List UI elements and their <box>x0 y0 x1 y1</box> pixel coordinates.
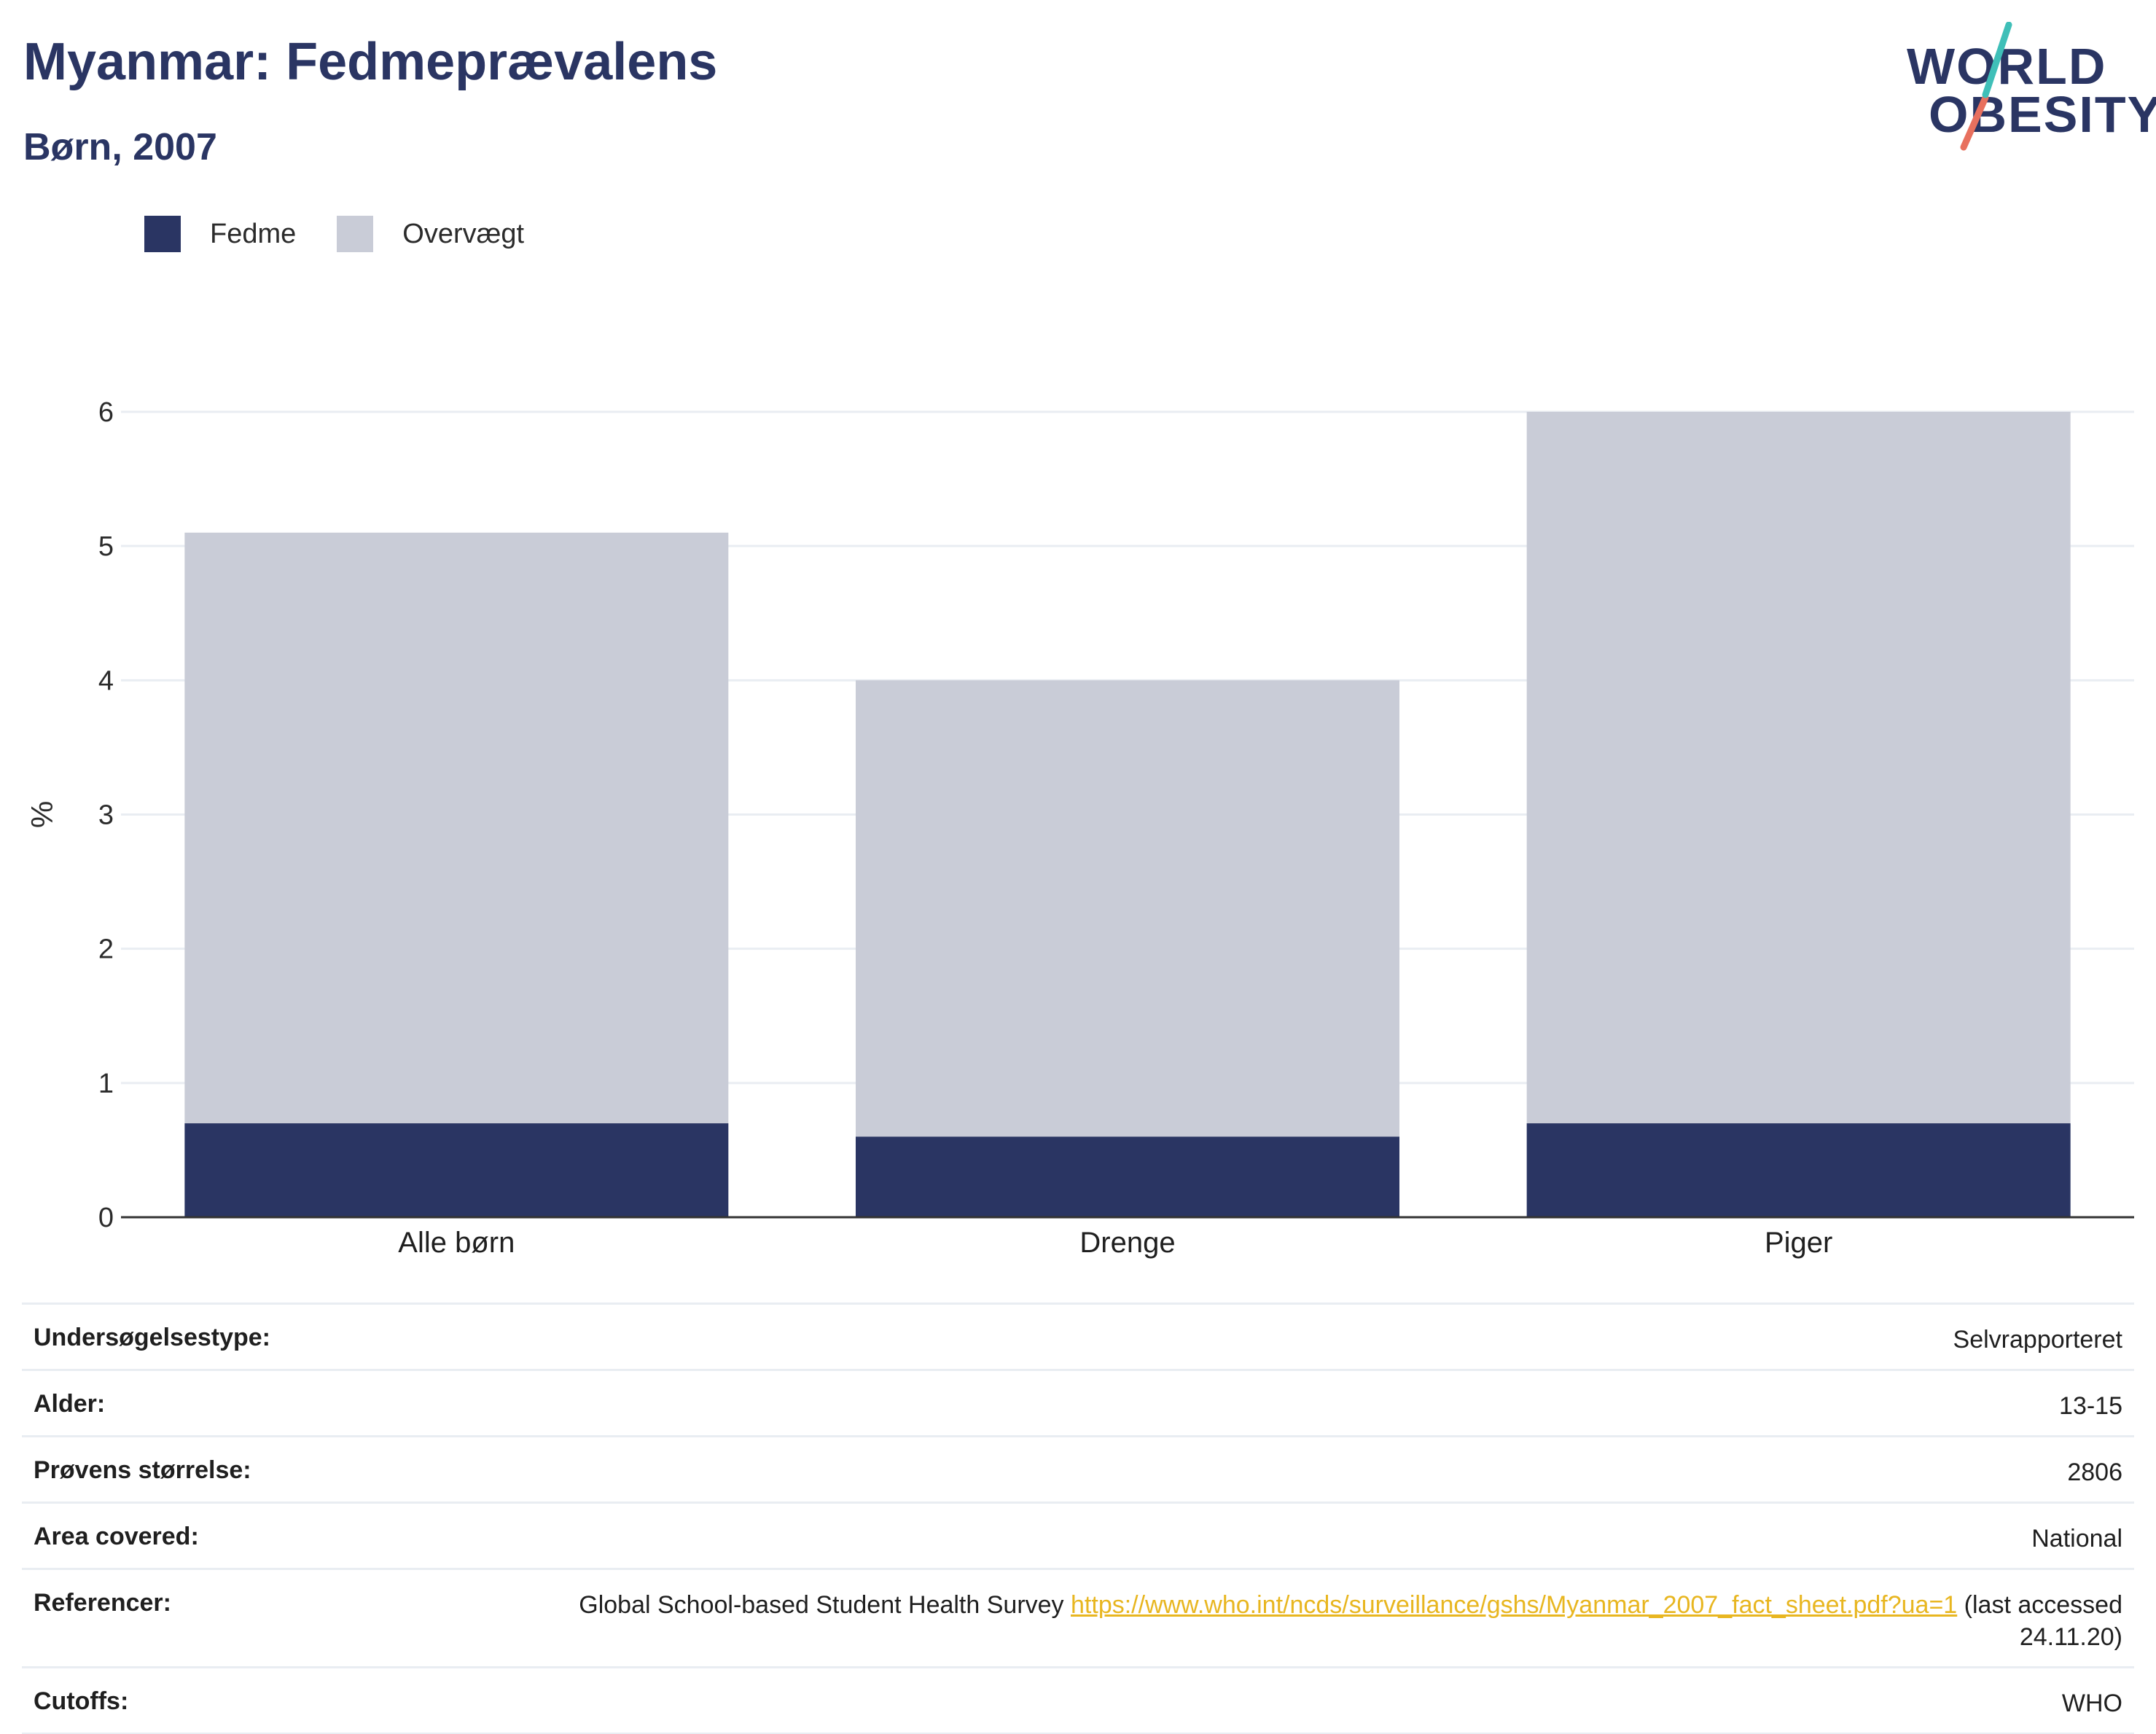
chart-title: Myanmar: Fedmeprævalens <box>23 33 718 91</box>
logo-slash-icon <box>1960 22 2012 151</box>
info-row-cutoffs: Cutoffs: WHO <box>22 1666 2134 1734</box>
reference-access-note: (last accessed 24.11.20) <box>1964 1591 2122 1651</box>
chart-legend: Fedme Overvægt <box>144 216 565 252</box>
info-value: Global School-based Student Health Surve… <box>519 1589 2122 1653</box>
info-label: Undersøgelsestype: <box>34 1324 270 1351</box>
legend-label-overweight: Overvægt <box>402 218 525 249</box>
bar-chart: 0 1 2 3 4 5 6% Alle børn Drenge Piger <box>25 397 2134 1259</box>
x-tick-label: Drenge <box>1079 1227 1175 1259</box>
info-row-survey-type: Undersøgelsestype: Selvrapporteret <box>22 1303 2134 1369</box>
legend-label-obesity: Fedme <box>210 218 297 249</box>
legend-item-overweight[interactable]: Overvægt <box>337 216 524 252</box>
chart-subtitle: Børn, 2007 <box>23 126 217 168</box>
bar-overweight <box>1526 412 2071 1124</box>
info-label: Alder: <box>34 1390 106 1418</box>
y-tick-label: 2 <box>98 934 114 965</box>
legend-swatch-obesity <box>144 216 181 252</box>
info-label: Referencer: <box>34 1589 171 1617</box>
bar-obesity <box>856 1136 1399 1217</box>
info-value: National <box>2031 1525 2122 1553</box>
logo-text-line2: OBESITY <box>1929 86 2156 143</box>
bar-overweight <box>184 532 729 1124</box>
info-row-age: Alder: 13-15 <box>22 1369 2134 1435</box>
info-label: Area covered: <box>34 1523 199 1550</box>
reference-link[interactable]: https://www.who.int/ncds/surveillance/gs… <box>1071 1591 1958 1619</box>
y-tick-label: 4 <box>98 665 114 696</box>
y-tick-label: 6 <box>98 397 114 428</box>
info-row-references: Referencer: Global School-based Student … <box>22 1568 2134 1666</box>
y-axis-label: % <box>25 801 59 828</box>
y-tick-label: 0 <box>98 1203 114 1233</box>
bar-obesity <box>1526 1123 2071 1217</box>
bar-overweight <box>856 680 1399 1137</box>
legend-item-obesity[interactable]: Fedme <box>144 216 296 252</box>
info-row-sample-size: Prøvens størrelse: 2806 <box>22 1435 2134 1501</box>
y-tick-label: 3 <box>98 800 114 831</box>
world-obesity-logo: WORLD OBESITY <box>1895 22 2156 153</box>
x-tick-label: Piger <box>1765 1227 1832 1259</box>
info-value: 2806 <box>2067 1458 2122 1486</box>
info-value: 13-15 <box>2059 1392 2122 1420</box>
info-value: Selvrapporteret <box>1953 1326 2122 1354</box>
logo-text-line1: WORLD <box>1907 38 2107 95</box>
y-tick-label: 1 <box>98 1069 114 1099</box>
info-label: Prøvens størrelse: <box>34 1456 251 1484</box>
info-label: Cutoffs: <box>34 1687 129 1715</box>
info-row-area-covered: Area covered: National <box>22 1501 2134 1568</box>
x-tick-label: Alle børn <box>398 1227 515 1259</box>
legend-swatch-overweight <box>337 216 374 252</box>
metadata-table: Undersøgelsestype: Selvrapporteret Alder… <box>22 1303 2134 1734</box>
info-value: WHO <box>2061 1690 2122 1717</box>
reference-text: Global School-based Student Health Surve… <box>579 1591 1064 1619</box>
y-tick-label: 5 <box>98 531 114 562</box>
bar-obesity <box>184 1123 729 1217</box>
